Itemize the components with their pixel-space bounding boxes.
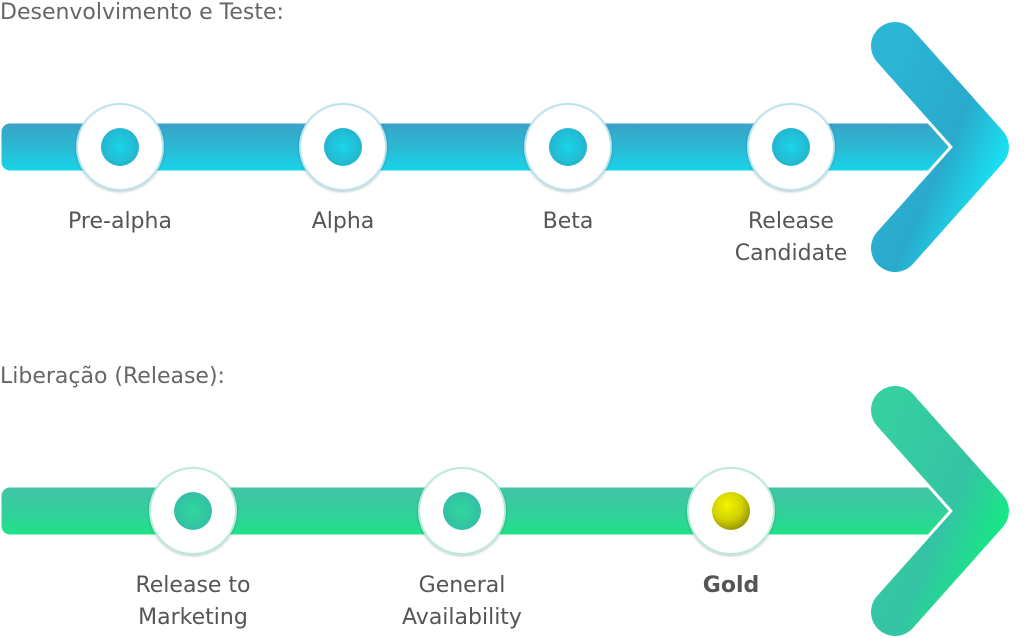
- stage-marker-gold: [687, 467, 775, 555]
- stage-label-general-availability: General Availability: [402, 573, 522, 630]
- stage-label-beta: Beta: [542, 209, 594, 234]
- release-track: [0, 383, 1012, 638]
- stage-label-gold: Gold: [702, 573, 760, 598]
- development-section-title: Desenvolvimento e Teste:: [0, 0, 284, 25]
- stage-label-release-candidate: Release Candidate: [734, 209, 848, 266]
- development-arrow-head-fill: [871, 22, 1009, 272]
- stage-marker-beta: [524, 103, 612, 191]
- stage-marker-alpha: [299, 103, 387, 191]
- stage-marker-release-to-marketing: [149, 467, 237, 555]
- stage-label-alpha: Alpha: [311, 209, 375, 234]
- stage-label-release-to-marketing: Release to Marketing: [135, 573, 251, 630]
- stage-marker-general-availability: [418, 467, 506, 555]
- stage-label-pre-alpha: Pre-alpha: [68, 209, 172, 234]
- release-arrow-head-fill: [871, 386, 1009, 636]
- stage-marker-release-candidate: [747, 103, 835, 191]
- release-section-title: Liberação (Release):: [0, 364, 225, 389]
- development-track: [0, 19, 1012, 275]
- stage-marker-pre-alpha: [76, 103, 164, 191]
